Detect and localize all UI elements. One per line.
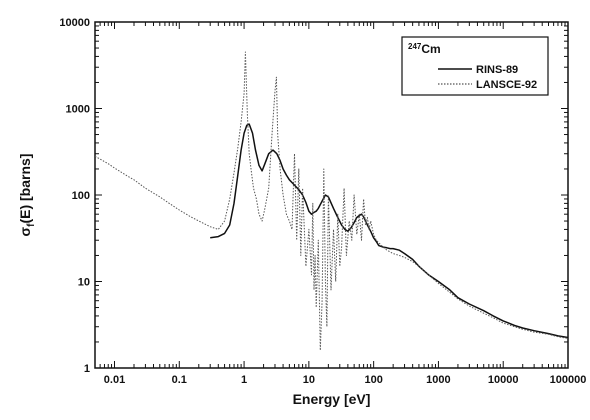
series-line-lansce-92	[95, 51, 568, 351]
series-layer	[95, 51, 568, 351]
y-tick-label: 10	[78, 277, 90, 289]
x-tick-label: 10	[303, 374, 315, 386]
y-axis-label-main: σ	[17, 226, 33, 236]
ticks-layer: 0.01 0.1 1 10 100 1000 10000 100000 1 10 100 1000 10…	[59, 17, 586, 386]
x-tick-label: 100	[364, 374, 382, 386]
plot-area: 0.01 0.1 1 10 100 1000 10000 100000 1 10 100 1000 10…	[59, 17, 586, 386]
x-tick-label: 1000	[426, 374, 450, 386]
y-tick-label: 1000	[66, 104, 90, 116]
legend-entry-rins-89: RINS-89	[476, 64, 518, 76]
legend-title: 247Cm	[408, 42, 441, 56]
series-line-rins-89	[210, 123, 568, 339]
legend: 247Cm RINS-89 LANSCE-92	[401, 36, 549, 96]
legend-box	[401, 36, 549, 96]
y-tick-label: 10000	[59, 17, 90, 29]
x-tick-label: 0.01	[104, 374, 125, 386]
y-axis-label: σf(E) [barns]	[17, 154, 37, 237]
legend-entry-lansce-92: LANSCE-92	[476, 79, 537, 91]
legend-title-sup: 247	[408, 42, 422, 51]
y-axis-label-sub: f	[26, 223, 37, 227]
x-tick-label: 1	[241, 374, 247, 386]
y-tick-label: 100	[72, 190, 90, 202]
y-tick-label: 1	[84, 363, 90, 375]
y-axis-label-rest: (E) [barns]	[17, 154, 33, 224]
x-tick-label: 0.1	[172, 374, 187, 386]
legend-title-main: Cm	[421, 42, 440, 56]
x-tick-label: 100000	[550, 374, 587, 386]
x-axis-label: Energy [eV]	[293, 391, 371, 407]
x-tick-label: 10000	[488, 374, 519, 386]
